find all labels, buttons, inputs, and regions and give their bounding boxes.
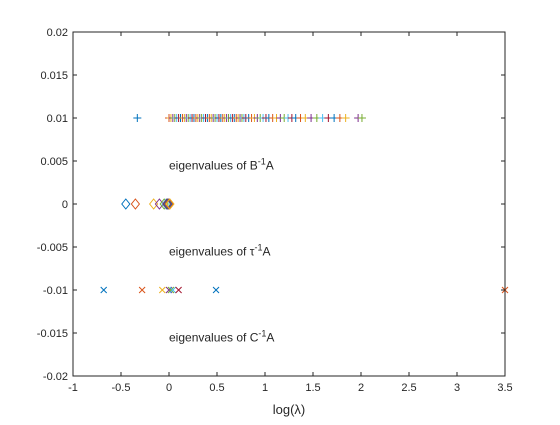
x-tick-label: 2.5 xyxy=(401,382,416,394)
x-tick-label: 0.5 xyxy=(209,382,224,394)
diamond-marker xyxy=(164,198,174,210)
cross-marker xyxy=(169,286,177,294)
diamond-marker xyxy=(165,198,175,210)
y-tick-label: 0 xyxy=(62,199,68,211)
annotations: eigenvalues of B-1A eigenvalues of τ-1A ei… xyxy=(169,156,274,344)
diamond-marker xyxy=(130,198,141,210)
annotation-label: eigenvalues of τ-1A xyxy=(169,242,271,258)
cross-marker xyxy=(167,286,175,294)
x-tick-label: 0 xyxy=(166,382,172,394)
plus-marker xyxy=(133,114,142,122)
y-tick-label: -0.01 xyxy=(43,285,68,297)
annotation-label: eigenvalues of C-1A xyxy=(169,328,274,344)
diamond-marker xyxy=(162,198,172,210)
x-tick-label: 1 xyxy=(262,382,268,394)
axis-ticks: -1 -0.5 0 0.5 1 1.5 2 2.5 3 3.5 -0.02 -0.015 -0.01 -0… xyxy=(37,27,513,394)
diamond-marker xyxy=(163,198,173,210)
plus-marker xyxy=(341,114,350,122)
y-tick-label: 0.005 xyxy=(40,156,68,168)
x-tick-label: 2 xyxy=(358,382,364,394)
y-tick-label: 0.01 xyxy=(47,113,68,125)
x-tick-label: -1 xyxy=(68,382,78,394)
x-axis-label: log(λ) xyxy=(273,402,306,417)
y-tick-label: -0.015 xyxy=(37,328,68,340)
cross-marker xyxy=(158,286,166,294)
x-tick-label: 1.5 xyxy=(305,382,320,394)
cross-marker xyxy=(175,286,182,294)
diamond-marker xyxy=(161,198,171,210)
y-tick-label: 0.015 xyxy=(40,70,68,82)
plus-marker xyxy=(357,114,366,122)
plot-area-box xyxy=(72,31,506,377)
diamond-marker xyxy=(121,198,131,210)
x-tick-label: -0.5 xyxy=(112,382,131,394)
data-marks xyxy=(100,114,509,294)
y-tick-label: -0.005 xyxy=(37,242,68,254)
y-tick-label: 0.02 xyxy=(47,27,68,39)
x-tick-label: 3 xyxy=(454,382,460,394)
cross-marker xyxy=(212,286,220,294)
x-tick-label: 3.5 xyxy=(497,382,512,394)
y-tick-label: -0.02 xyxy=(43,371,68,383)
cross-marker xyxy=(138,286,146,294)
cross-marker xyxy=(100,286,108,294)
diamond-marker xyxy=(148,198,159,210)
annotation-label: eigenvalues of B-1A xyxy=(169,156,274,172)
